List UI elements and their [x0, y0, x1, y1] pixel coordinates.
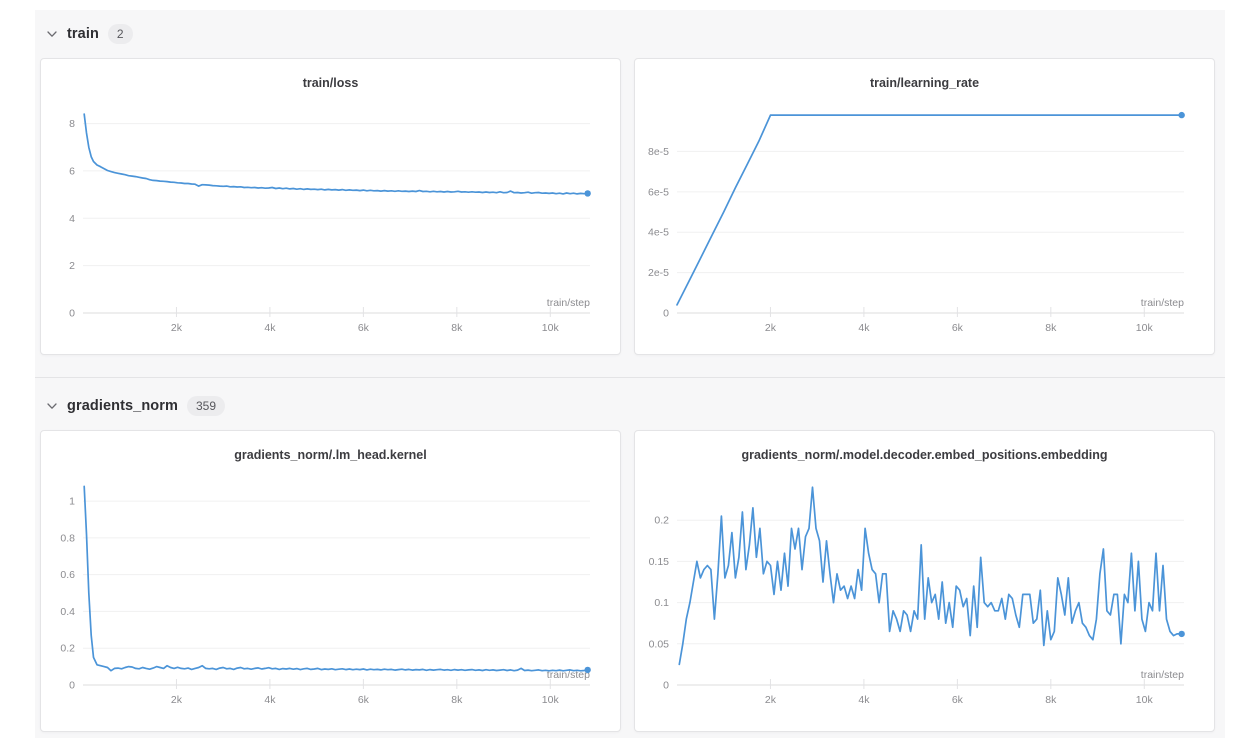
x-axis-title: train/step	[1141, 669, 1184, 681]
chart-title: gradients_norm/.model.decoder.embed_posi…	[741, 448, 1108, 462]
x-tick-label: 2k	[171, 322, 183, 334]
y-tick-label: 0.8	[60, 532, 75, 544]
chart-title: gradients_norm/.lm_head.kernel	[234, 448, 427, 462]
y-tick-label: 2e-5	[648, 267, 669, 279]
chart-title: train/loss	[302, 76, 359, 90]
y-tick-label: 6e-5	[648, 186, 669, 198]
chevron-down-icon	[46, 400, 58, 412]
y-tick-label: 8	[69, 118, 75, 130]
section-title: train	[67, 26, 99, 42]
chart-card-train-loss[interactable]: train/loss 0 2 4 6 8 2k 4k 6k 8k 10k train/step	[40, 58, 621, 355]
x-tick-label: 8k	[1045, 322, 1057, 334]
section-header-train[interactable]: train 2	[40, 10, 1215, 45]
chart-plot-train-loss[interactable]: 0 2 4 6 8 2k 4k 6k 8k 10k train/step	[41, 97, 620, 351]
x-axis-title: train/step	[547, 669, 590, 681]
y-tick-label: 0.4	[60, 606, 75, 618]
y-tick-label: 4	[69, 213, 75, 225]
y-tick-label: 0.05	[649, 638, 670, 650]
chart-card-train-learning-rate[interactable]: train/learning_rate 0 2e-5 4e-5 6e-5 8e-5 2k 4…	[634, 58, 1215, 355]
section-gradients-norm: gradients_norm 359 gradients_norm/.lm_he…	[35, 378, 1225, 732]
chevron-down-icon	[46, 28, 58, 40]
x-tick-label: 8k	[451, 322, 463, 334]
y-tick-label: 0.1	[654, 597, 669, 609]
x-tick-label: 8k	[451, 694, 463, 706]
y-tick-label: 0	[663, 680, 669, 692]
x-tick-label: 4k	[264, 694, 276, 706]
section-train: train 2 train/loss 0 2 4 6 8 2k 4k 6k 8k 10k train…	[35, 10, 1225, 378]
y-tick-label: 0.6	[60, 569, 75, 581]
y-tick-label: 1	[69, 496, 75, 508]
section-count-badge: 359	[186, 396, 226, 416]
y-tick-label: 6	[69, 165, 75, 177]
series-line	[676, 114, 1183, 306]
series-end-dot	[584, 666, 591, 674]
y-tick-label: 0	[69, 680, 75, 692]
series-line	[83, 113, 589, 195]
x-tick-label: 8k	[1045, 694, 1057, 706]
chart-title: train/learning_rate	[869, 76, 980, 90]
series-end-dot	[1178, 630, 1185, 638]
x-tick-label: 10k	[1136, 322, 1154, 334]
x-tick-label: 10k	[542, 322, 560, 334]
x-tick-label: 6k	[952, 322, 964, 334]
y-tick-label: 0.15	[649, 556, 670, 568]
section-header-gradients-norm[interactable]: gradients_norm 359	[40, 382, 1215, 417]
metrics-workspace: train 2 train/loss 0 2 4 6 8 2k 4k 6k 8k 10k train…	[35, 10, 1225, 738]
x-tick-label: 10k	[1136, 694, 1154, 706]
x-tick-label: 4k	[858, 322, 870, 334]
x-tick-label: 6k	[952, 694, 964, 706]
x-tick-label: 10k	[542, 694, 560, 706]
chart-plot-train-learning-rate[interactable]: 0 2e-5 4e-5 6e-5 8e-5 2k 4k 6k 8k 10k train/step	[635, 97, 1214, 351]
x-tick-label: 2k	[765, 322, 777, 334]
chart-card-embed-positions[interactable]: gradients_norm/.model.decoder.embed_posi…	[634, 430, 1215, 732]
series-end-dot	[1178, 111, 1185, 119]
series-end-dot	[584, 190, 591, 197]
y-tick-label: 8e-5	[648, 146, 669, 158]
section-title: gradients_norm	[67, 398, 178, 414]
y-tick-label: 0	[69, 308, 75, 320]
series-line	[678, 486, 1183, 666]
x-tick-label: 4k	[858, 694, 870, 706]
series-line	[83, 485, 589, 672]
y-tick-label: 0.2	[654, 515, 669, 527]
y-tick-label: 0.2	[60, 643, 75, 655]
x-axis-title: train/step	[1141, 297, 1184, 309]
chart-row: gradients_norm/.lm_head.kernel 0 0.2 0.4 0.…	[40, 430, 1215, 732]
y-tick-label: 0	[663, 308, 669, 320]
x-tick-label: 6k	[358, 322, 370, 334]
chart-card-lm-head-kernel[interactable]: gradients_norm/.lm_head.kernel 0 0.2 0.4 0.…	[40, 430, 621, 732]
chart-plot-embed-positions[interactable]: 0 0.05 0.1 0.15 0.2 2k 4k 6k 8k 10k train/step	[635, 469, 1214, 723]
chart-plot-lm-head-kernel[interactable]: 0 0.2 0.4 0.6 0.8 1 2k 4k 6k 8k 10k train/step	[41, 469, 620, 723]
x-tick-label: 4k	[264, 322, 276, 334]
x-tick-label: 2k	[765, 694, 777, 706]
y-tick-label: 2	[69, 260, 75, 272]
x-tick-label: 2k	[171, 694, 183, 706]
section-count-badge: 2	[107, 24, 133, 44]
y-tick-label: 4e-5	[648, 227, 669, 239]
x-axis-title: train/step	[547, 297, 590, 309]
chart-row: train/loss 0 2 4 6 8 2k 4k 6k 8k 10k train/step tr…	[40, 58, 1215, 355]
x-tick-label: 6k	[358, 694, 370, 706]
